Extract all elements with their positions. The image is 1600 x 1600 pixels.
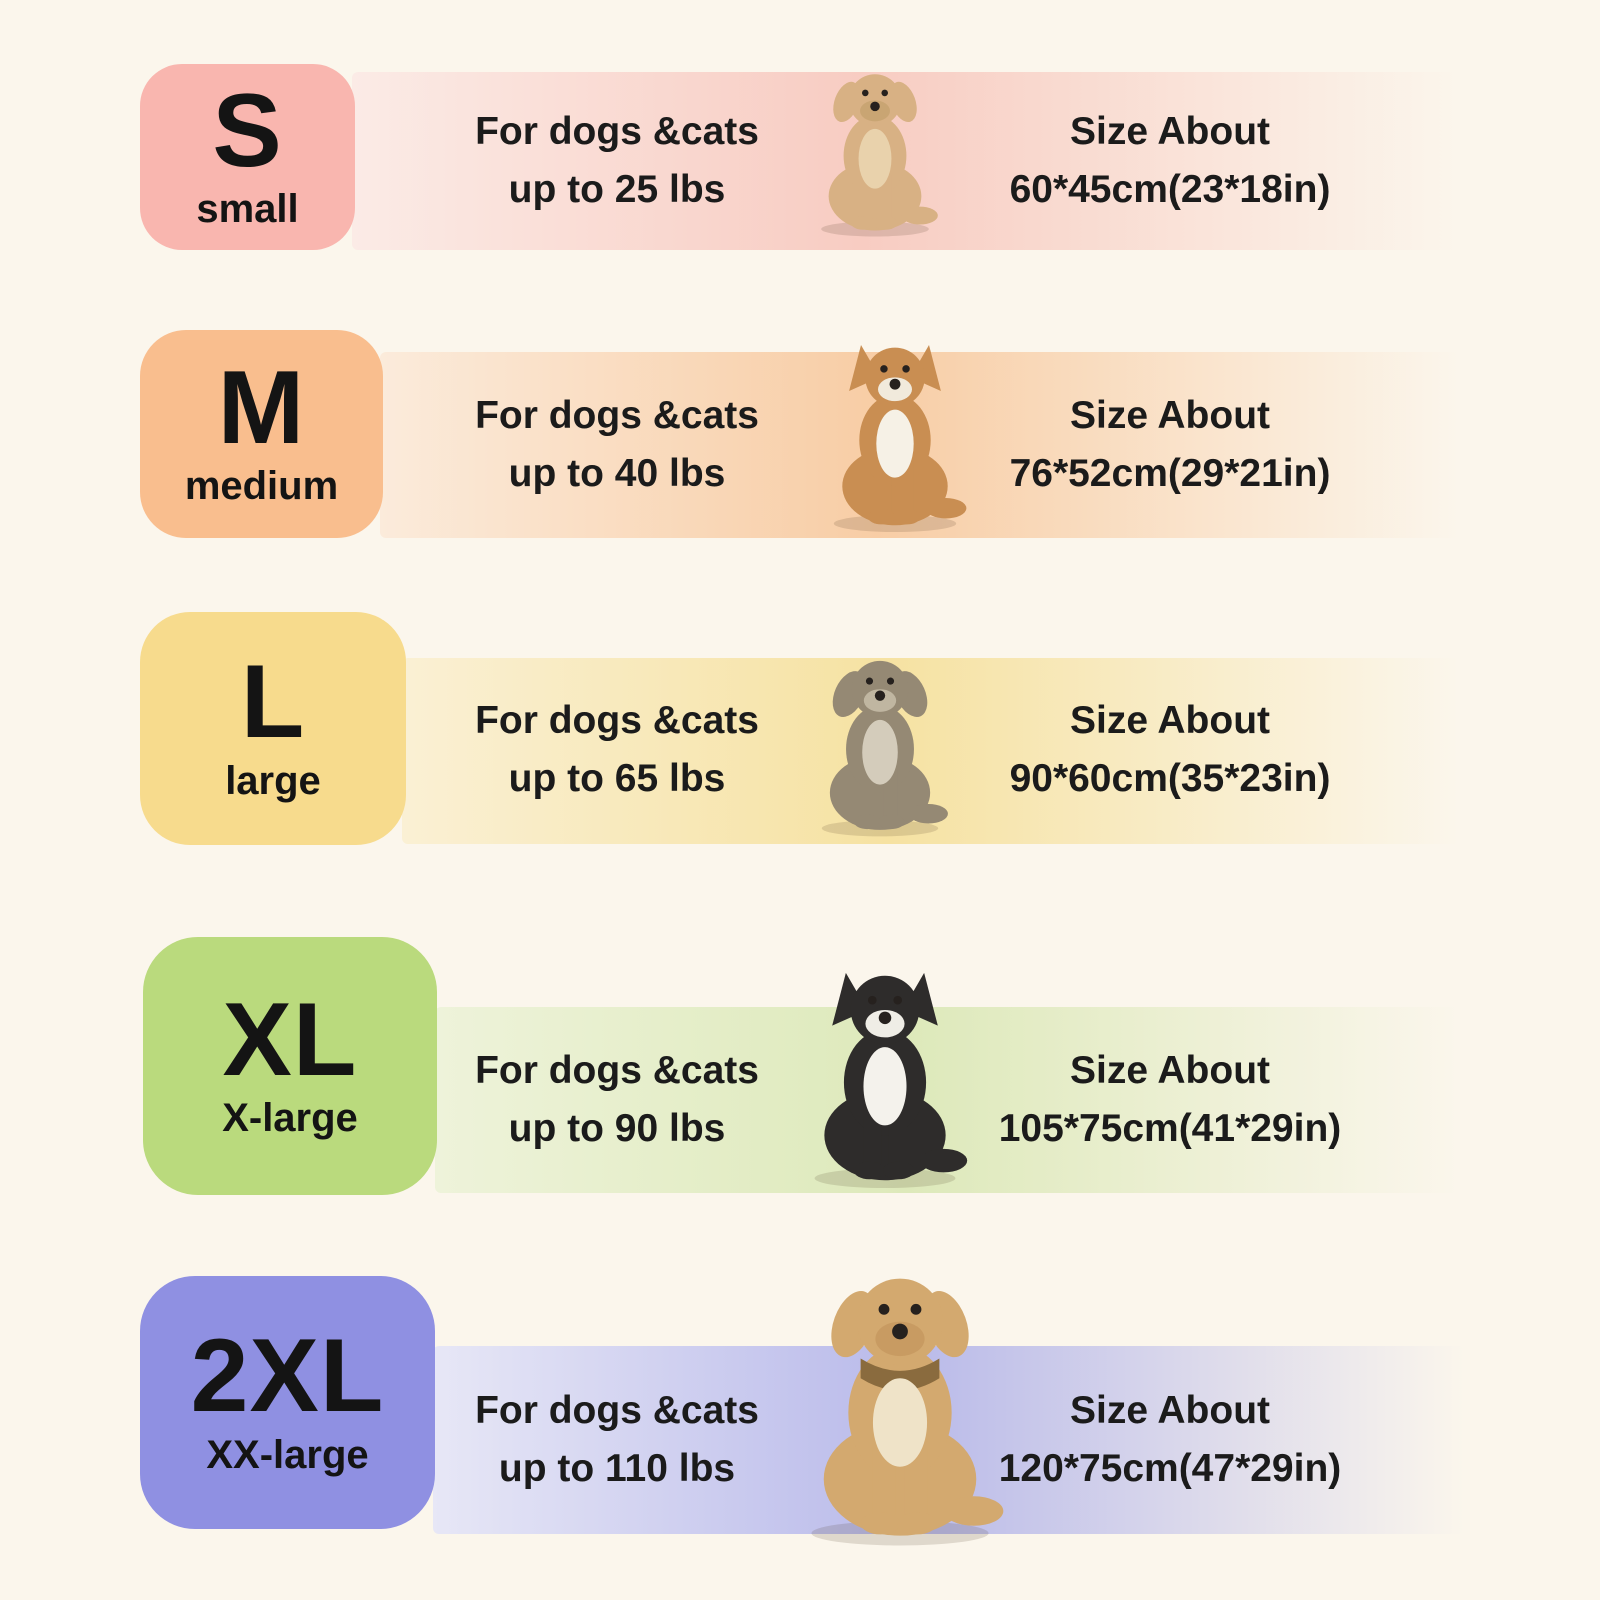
size-line-1: Size About bbox=[1069, 1389, 1271, 1432]
fit-description: For dogs &cats up to 90 lbs bbox=[397, 1042, 837, 1158]
dog-photo-cream-doodle-puppy-icon bbox=[821, 74, 938, 237]
fit-line-1: For dogs &cats bbox=[475, 1389, 759, 1432]
size-line-2: 60*45cm(23*18in) bbox=[1009, 168, 1331, 211]
fit-line-2: up to 90 lbs bbox=[508, 1107, 726, 1150]
size-badge-s: S small bbox=[140, 64, 355, 250]
badge-letter: S bbox=[212, 72, 283, 189]
badge-sublabel: XX-large bbox=[206, 1432, 369, 1477]
size-line-2: 90*60cm(35*23in) bbox=[1009, 757, 1331, 800]
size-line-1: Size About bbox=[1069, 394, 1271, 437]
fit-line-1: For dogs &cats bbox=[475, 110, 759, 153]
size-badge-xl: XL X-large bbox=[143, 937, 437, 1195]
badge-letter: XL bbox=[222, 981, 358, 1098]
badge-sublabel: small bbox=[196, 187, 299, 232]
fit-description: For dogs &cats up to 25 lbs bbox=[397, 103, 837, 219]
size-line-2: 120*75cm(47*29in) bbox=[998, 1447, 1342, 1490]
badge-letter: 2XL bbox=[190, 1318, 385, 1435]
fit-line-2: up to 25 lbs bbox=[508, 168, 726, 211]
size-badge-m: M medium bbox=[140, 330, 383, 538]
size-badge-2xl: 2XL XX-large bbox=[140, 1276, 435, 1529]
fit-description: For dogs &cats up to 65 lbs bbox=[397, 692, 837, 808]
fit-line-1: For dogs &cats bbox=[475, 394, 759, 437]
fit-line-2: up to 40 lbs bbox=[508, 452, 726, 495]
fit-line-2: up to 65 lbs bbox=[508, 757, 726, 800]
size-badge-l: L large bbox=[140, 612, 406, 845]
dog-photo-corgi-icon bbox=[833, 345, 967, 533]
fit-description: For dogs &cats up to 110 lbs bbox=[397, 1382, 837, 1498]
size-line-2: 76*52cm(29*21in) bbox=[1009, 452, 1331, 495]
fit-line-2: up to 110 lbs bbox=[498, 1447, 736, 1490]
size-description: Size About 90*60cm(35*23in) bbox=[920, 692, 1420, 808]
size-description: Size About 60*45cm(23*18in) bbox=[920, 103, 1420, 219]
size-description: Size About 105*75cm(41*29in) bbox=[920, 1042, 1420, 1158]
fit-line-1: For dogs &cats bbox=[475, 699, 759, 742]
size-description: Size About 120*75cm(47*29in) bbox=[920, 1382, 1420, 1498]
size-description: Size About 76*52cm(29*21in) bbox=[920, 387, 1420, 503]
dog-photo-yellow-labrador-icon bbox=[811, 1278, 1004, 1546]
dog-photo-border-collie-icon bbox=[814, 972, 968, 1189]
badge-letter: L bbox=[240, 644, 306, 761]
size-line-1: Size About bbox=[1069, 110, 1271, 153]
badge-sublabel: large bbox=[225, 758, 321, 803]
fit-line-1: For dogs &cats bbox=[475, 1049, 759, 1092]
badge-sublabel: X-large bbox=[222, 1096, 358, 1141]
badge-letter: M bbox=[217, 349, 306, 466]
fit-description: For dogs &cats up to 40 lbs bbox=[397, 387, 837, 503]
size-line-2: 105*75cm(41*29in) bbox=[998, 1107, 1342, 1150]
size-line-1: Size About bbox=[1069, 699, 1271, 742]
dog-photo-shaggy-terrier-icon bbox=[821, 660, 948, 837]
size-line-1: Size About bbox=[1069, 1049, 1271, 1092]
badge-sublabel: medium bbox=[184, 464, 339, 509]
